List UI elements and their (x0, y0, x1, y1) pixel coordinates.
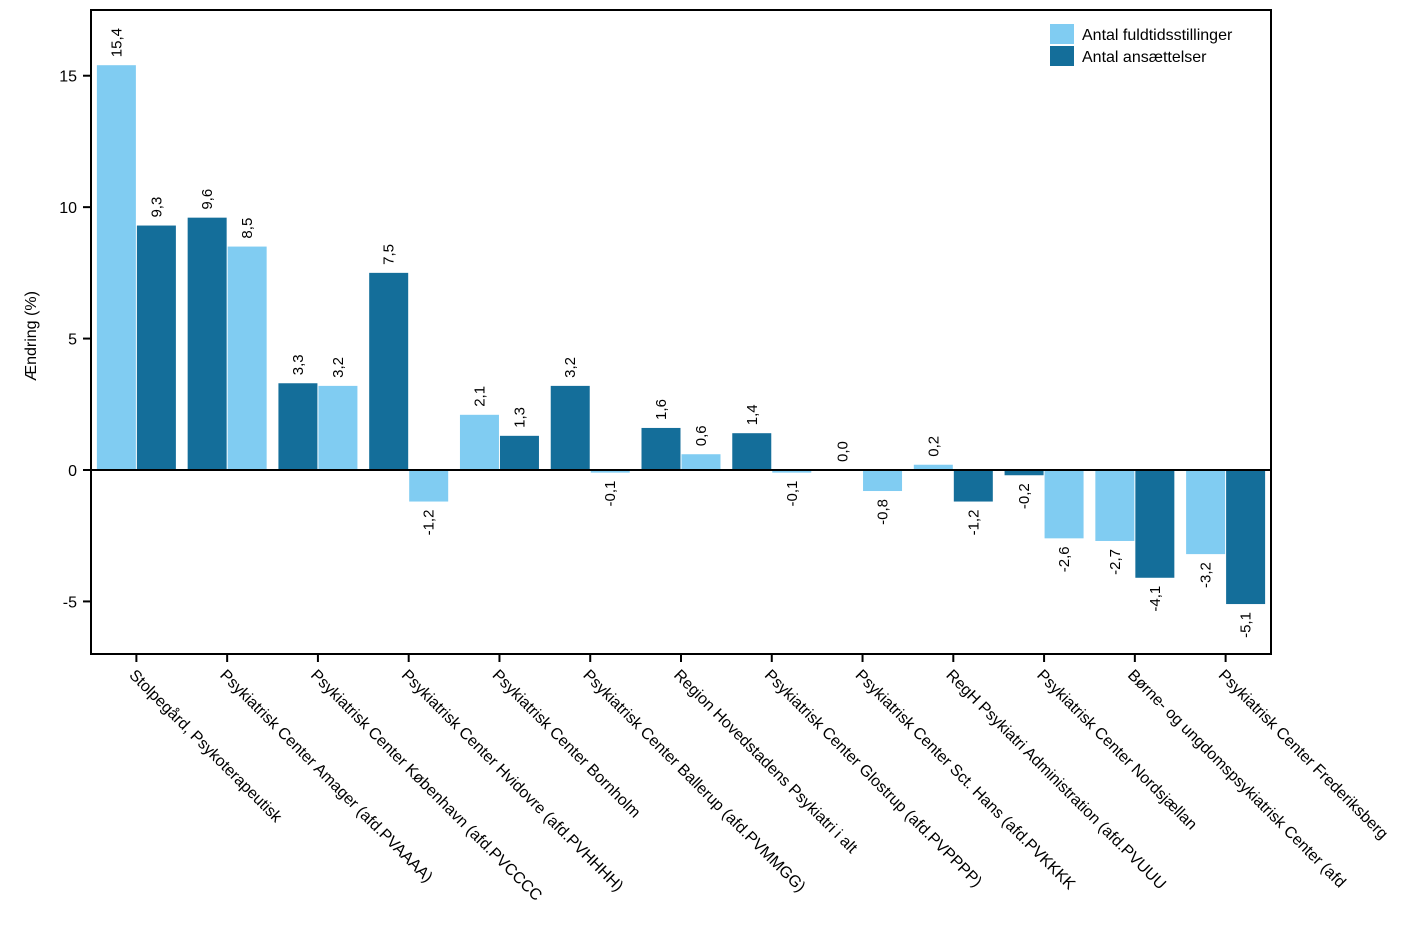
bar-value-label: 9,3 (148, 197, 165, 218)
bar-value-label: -0,1 (602, 481, 619, 507)
bar (1004, 470, 1044, 476)
bar-value-label: -4,1 (1147, 586, 1164, 612)
y-tick-label: 10 (59, 200, 77, 217)
bar (136, 225, 176, 470)
bar-value-label: 3,2 (562, 357, 579, 378)
bar-value-label: -1,2 (421, 510, 438, 536)
bar-value-label: 15,4 (108, 28, 125, 57)
bar-value-label: 0,6 (693, 425, 710, 446)
bar-value-label: -0,1 (784, 481, 801, 507)
bar-value-label: 9,6 (199, 189, 216, 210)
bars: 15,4 9,3 9,6 8,5 3,3 3,2 7,5 -1,2 2,1 1,3 3,2 -0,1 1… (96, 28, 1266, 638)
legend-label: Antal fuldtidsstillinger (1082, 27, 1233, 44)
plot-frame (90, 9, 1272, 655)
x-axis: Stolpegård, PsykoterapeutiskPsykiatrisk … (126, 654, 1391, 905)
bar-value-label: 0,2 (925, 436, 942, 457)
bar-value-label: 2,1 (471, 386, 488, 407)
y-tick-label: 0 (68, 463, 77, 480)
bar (641, 427, 681, 470)
bar (772, 470, 812, 473)
bar-value-label: 7,5 (381, 244, 398, 265)
bar (1135, 470, 1175, 578)
bar-value-label: -2,6 (1056, 546, 1073, 572)
legend-label: Antal ansættelser (1082, 49, 1207, 66)
legend-swatch (1050, 46, 1074, 66)
bar (409, 470, 449, 502)
x-tick-label: Psykiatrisk Center Nordsjællan (1033, 667, 1200, 834)
bar (278, 383, 318, 470)
bar (96, 65, 136, 470)
bar (1186, 470, 1226, 555)
bar (1226, 470, 1266, 605)
y-tick-label: -5 (63, 594, 77, 611)
bar-value-label: 3,2 (330, 357, 347, 378)
bar (187, 217, 227, 470)
bar-value-label: 8,5 (239, 218, 256, 239)
x-tick-label: Psykiatrisk Center Bornholm (489, 667, 644, 822)
bar-value-label: -5,1 (1238, 612, 1255, 638)
bar (550, 385, 590, 470)
legend-swatch (1050, 24, 1074, 44)
y-axis: -5 0 5 10 15 (59, 69, 91, 611)
y-tick-label: 5 (68, 332, 77, 349)
bar (459, 414, 499, 470)
bar (1095, 470, 1135, 541)
x-tick-label: Psykiatrisk Center Amager (afd.PVAAAA) (216, 667, 435, 886)
bar (863, 470, 903, 492)
legend: Antal fuldtidsstillinger Antal ansættelse… (1050, 24, 1233, 66)
bar (227, 246, 267, 470)
bar-value-label: 3,3 (290, 354, 307, 375)
bar-value-label: 1,3 (511, 407, 528, 428)
y-axis-label: Ændring (%) (23, 291, 40, 381)
bar-value-label: 0,0 (835, 441, 852, 462)
x-tick-label: Psykiatrisk Center Frederiksberg (1215, 667, 1391, 843)
bar-value-label: -3,2 (1198, 562, 1215, 588)
x-tick-label: Stolpegård, Psykoterapeutisk (126, 666, 287, 827)
bar (913, 464, 953, 470)
bar (681, 454, 721, 470)
bar (732, 433, 772, 470)
x-tick-label: Region Hovedstadens Psykiatri i alt (670, 667, 860, 857)
bar-value-label: 1,4 (744, 404, 761, 425)
bar (1044, 470, 1084, 539)
bar-value-label: -2,7 (1107, 549, 1124, 575)
bar-value-label: 1,6 (653, 399, 670, 420)
bar (590, 470, 630, 473)
bar (318, 385, 358, 470)
y-tick-label: 15 (59, 69, 77, 86)
bar (953, 470, 993, 502)
bar-value-label: -0,2 (1016, 483, 1033, 509)
bar (369, 272, 409, 470)
bar (499, 435, 539, 470)
bar-value-label: -0,8 (875, 499, 892, 525)
bar-value-label: -1,2 (965, 510, 982, 536)
